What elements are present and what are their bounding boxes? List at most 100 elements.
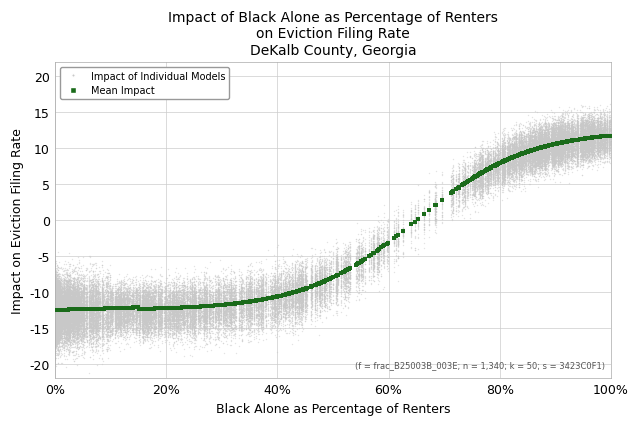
Point [541,144,551,151]
Point [77,300,88,307]
Point [88,311,98,317]
Point [475,164,485,171]
Point [378,258,388,265]
Point [63,316,74,323]
Point [525,141,536,148]
Point [91,314,101,320]
Point [577,147,588,153]
Point [51,293,61,299]
Point [536,136,546,143]
Point [547,147,557,154]
Point [67,310,77,317]
Point [522,146,532,153]
Point [563,140,573,147]
Point [354,276,364,282]
Point [51,315,61,322]
Point [70,314,81,321]
Point [114,308,124,315]
Point [51,305,61,311]
Point [554,144,564,151]
Point [319,265,329,272]
Point [51,333,61,340]
Point [243,285,253,291]
Point [52,306,63,313]
Point [51,279,61,285]
Point [198,290,209,296]
Point [188,319,198,325]
Point [100,284,111,291]
Point [319,283,329,290]
Point [180,319,190,326]
Point [568,134,579,141]
Point [477,186,488,193]
Point [470,178,480,185]
Point [593,131,604,138]
Point [456,163,467,170]
Point [145,326,156,333]
Point [531,152,541,159]
Point [589,133,600,140]
Point [160,299,170,305]
Point [584,143,594,150]
Point [280,299,290,305]
Point [534,138,545,144]
Point [602,135,612,142]
Point [51,314,61,320]
Point [300,273,310,279]
Point [298,306,308,313]
Point [572,128,582,135]
Point [572,144,582,151]
Point [74,280,84,287]
Point [573,146,583,153]
Point [475,154,485,161]
Point [447,180,458,187]
Point [582,152,593,159]
Point [58,311,68,317]
Point [577,155,587,162]
Point [132,315,143,322]
Point [536,151,546,158]
Point [540,147,550,154]
Point [292,305,302,311]
Point [477,178,487,184]
Point [547,115,557,122]
Point [167,314,177,321]
Point [211,296,221,303]
Point [140,313,150,320]
Point [51,326,61,333]
Point [297,283,307,290]
Point [529,135,539,141]
Point [567,132,577,139]
Point [451,196,461,203]
Point [51,317,61,324]
Point [223,301,233,308]
Point [52,302,62,308]
Point [257,314,267,321]
Point [72,317,83,324]
Point [181,317,191,324]
Point [549,161,559,168]
Point [562,122,572,129]
Point [174,306,184,313]
Point [60,312,70,319]
Point [61,296,72,303]
Point [258,297,268,304]
Point [598,132,609,139]
Point [537,158,547,164]
Point [550,134,561,141]
Point [460,182,470,189]
Point [196,288,206,295]
Point [599,133,609,140]
Point [604,130,614,137]
Point [483,164,493,171]
Point [74,328,84,335]
Point [97,305,108,312]
Point [62,276,72,283]
Point [53,311,63,318]
Point [294,300,305,307]
Point [77,307,88,314]
Point [68,291,78,297]
Point [579,129,589,136]
Point [169,293,179,300]
Point [332,265,342,271]
